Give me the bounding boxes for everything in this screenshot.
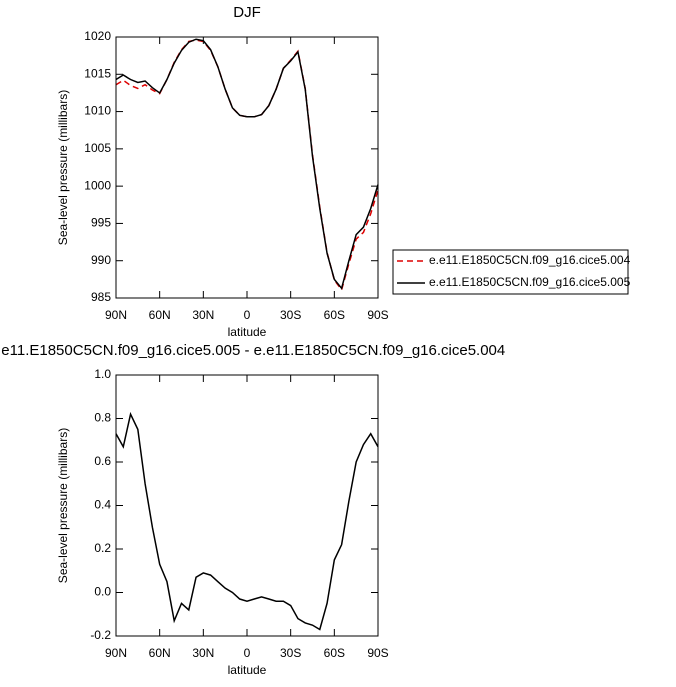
y-axis-label: Sea-level pressure (millibars) — [56, 428, 70, 583]
x-tick-label: 0 — [244, 646, 251, 660]
series-line — [115, 411, 379, 631]
x-tick-label: 60S — [324, 308, 345, 322]
y-tick-label: 0.0 — [94, 585, 111, 599]
series-line — [115, 39, 379, 292]
legend-label: e.e11.E1850C5CN.f09_g16.cice5.004 — [429, 253, 631, 267]
chart-title: DJF — [233, 4, 261, 21]
y-axis-label: Sea-level pressure (millibars) — [56, 90, 70, 245]
x-tick-label: 60S — [324, 646, 345, 660]
y-tick-label: 0.2 — [94, 541, 111, 555]
y-tick-label: 1015 — [84, 66, 111, 80]
chart-title: e.e11.E1850C5CN.f09_g16.cice5.005 - e.e1… — [0, 342, 505, 359]
x-axis-label: latitude — [228, 663, 267, 677]
x-tick-label: 0 — [244, 308, 251, 322]
y-tick-label: 1020 — [84, 29, 111, 43]
plot-frame — [115, 36, 379, 299]
y-tick-label: 995 — [91, 216, 111, 230]
x-tick-label: 60N — [149, 646, 171, 660]
x-tick-label: 30S — [280, 646, 301, 660]
legend-box — [392, 249, 629, 295]
x-axis-label: latitude — [228, 325, 267, 339]
y-tick-label: 990 — [91, 253, 111, 267]
x-tick-label: 30S — [280, 308, 301, 322]
y-tick-label: 985 — [91, 290, 111, 304]
y-tick-label: 0.8 — [94, 411, 111, 425]
y-tick-label: 1010 — [84, 104, 111, 118]
x-tick-label: 90S — [367, 308, 388, 322]
y-tick-label: 0.4 — [94, 498, 111, 512]
y-tick-label: 0.6 — [94, 454, 111, 468]
plot-frame — [115, 374, 379, 637]
x-tick-label: 30N — [192, 308, 214, 322]
x-tick-label: 30N — [192, 646, 214, 660]
y-tick-label: -0.2 — [90, 628, 111, 642]
legend-label: e.e11.E1850C5CN.f09_g16.cice5.005 — [429, 275, 631, 289]
y-tick-label: 1000 — [84, 178, 111, 192]
x-tick-label: 60N — [149, 308, 171, 322]
y-tick-label: 1.0 — [94, 367, 111, 381]
x-tick-label: 90N — [105, 646, 127, 660]
y-tick-label: 1005 — [84, 141, 111, 155]
x-tick-label: 90S — [367, 646, 388, 660]
x-tick-label: 90N — [105, 308, 127, 322]
series-line — [115, 38, 379, 290]
